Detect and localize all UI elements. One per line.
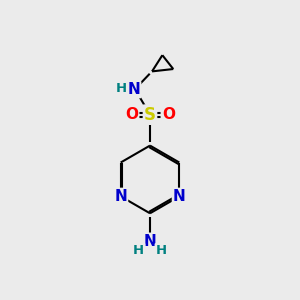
Text: N: N xyxy=(128,82,140,97)
Text: N: N xyxy=(114,189,127,204)
Text: S: S xyxy=(144,106,156,124)
Text: O: O xyxy=(162,107,175,122)
Text: H: H xyxy=(116,82,127,95)
Text: O: O xyxy=(125,107,138,122)
Text: N: N xyxy=(144,234,156,249)
Text: N: N xyxy=(173,189,186,204)
Text: H: H xyxy=(156,244,167,257)
Text: H: H xyxy=(133,244,144,257)
